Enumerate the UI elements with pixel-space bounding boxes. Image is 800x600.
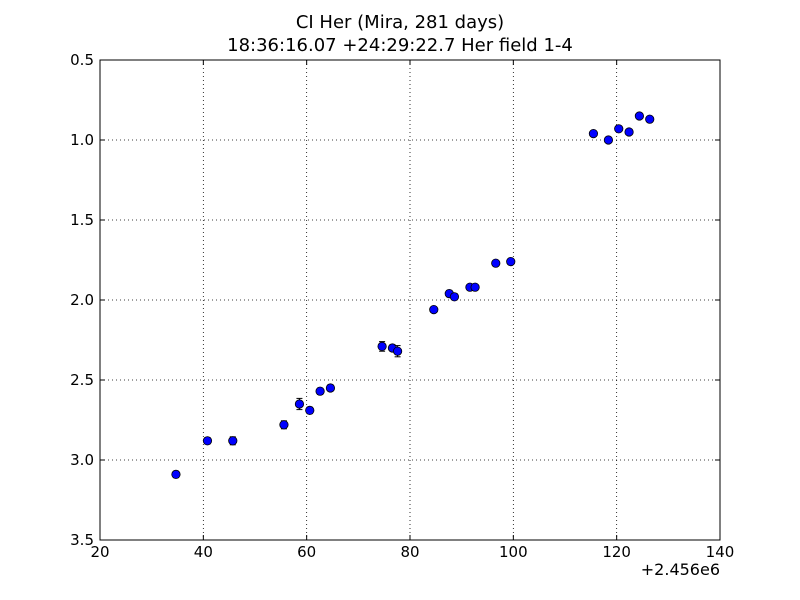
y-tick-label: 1.0 [70,131,94,149]
data-point [603,135,614,145]
data-point [634,111,645,121]
x-tick-label: 100 [499,543,528,561]
data-point [645,114,655,124]
axis-ticks: 20 40 60 80 100 120 140 0.5 1.0 1.5 2.0 2.5 3.0 3.5 [70,51,734,561]
data-point [449,292,460,302]
data-point [279,420,289,430]
data-point [377,341,387,351]
data-point [228,436,238,446]
data-point [588,129,599,139]
x-tick-label: 120 [602,543,631,561]
data-point [171,469,181,479]
data-point [294,399,305,409]
chart-subtitle: 18:36:16.07 +24:29:22.7 Her field 1-4 [227,35,573,56]
x-tick-label: 40 [194,543,213,561]
data-point [392,346,403,356]
data-point [202,436,213,446]
data-point [305,405,315,415]
y-tick-label: 1.5 [70,211,94,229]
data-point [470,282,480,292]
y-tick-label: 3.0 [70,451,94,469]
data-point [491,258,501,268]
x-tick-label: 20 [90,543,109,561]
chart-title: CI Her (Mira, 281 days) [295,12,505,33]
data-point [315,386,325,396]
x-tick-label: 80 [400,543,419,561]
data-points [171,111,655,479]
x-tick-label: 140 [706,543,735,561]
y-tick-label: 0.5 [70,51,94,69]
data-point [506,256,516,267]
data-point [429,304,439,315]
y-tick-label: 2.0 [70,291,94,309]
data-point [614,124,624,134]
y-tick-label: 3.5 [70,531,94,549]
data-point [325,383,336,393]
data-point [624,127,634,137]
y-tick-label: 2.5 [70,371,94,389]
x-offset-label: +2.456e6 [640,560,720,579]
x-tick-label: 60 [297,543,316,561]
